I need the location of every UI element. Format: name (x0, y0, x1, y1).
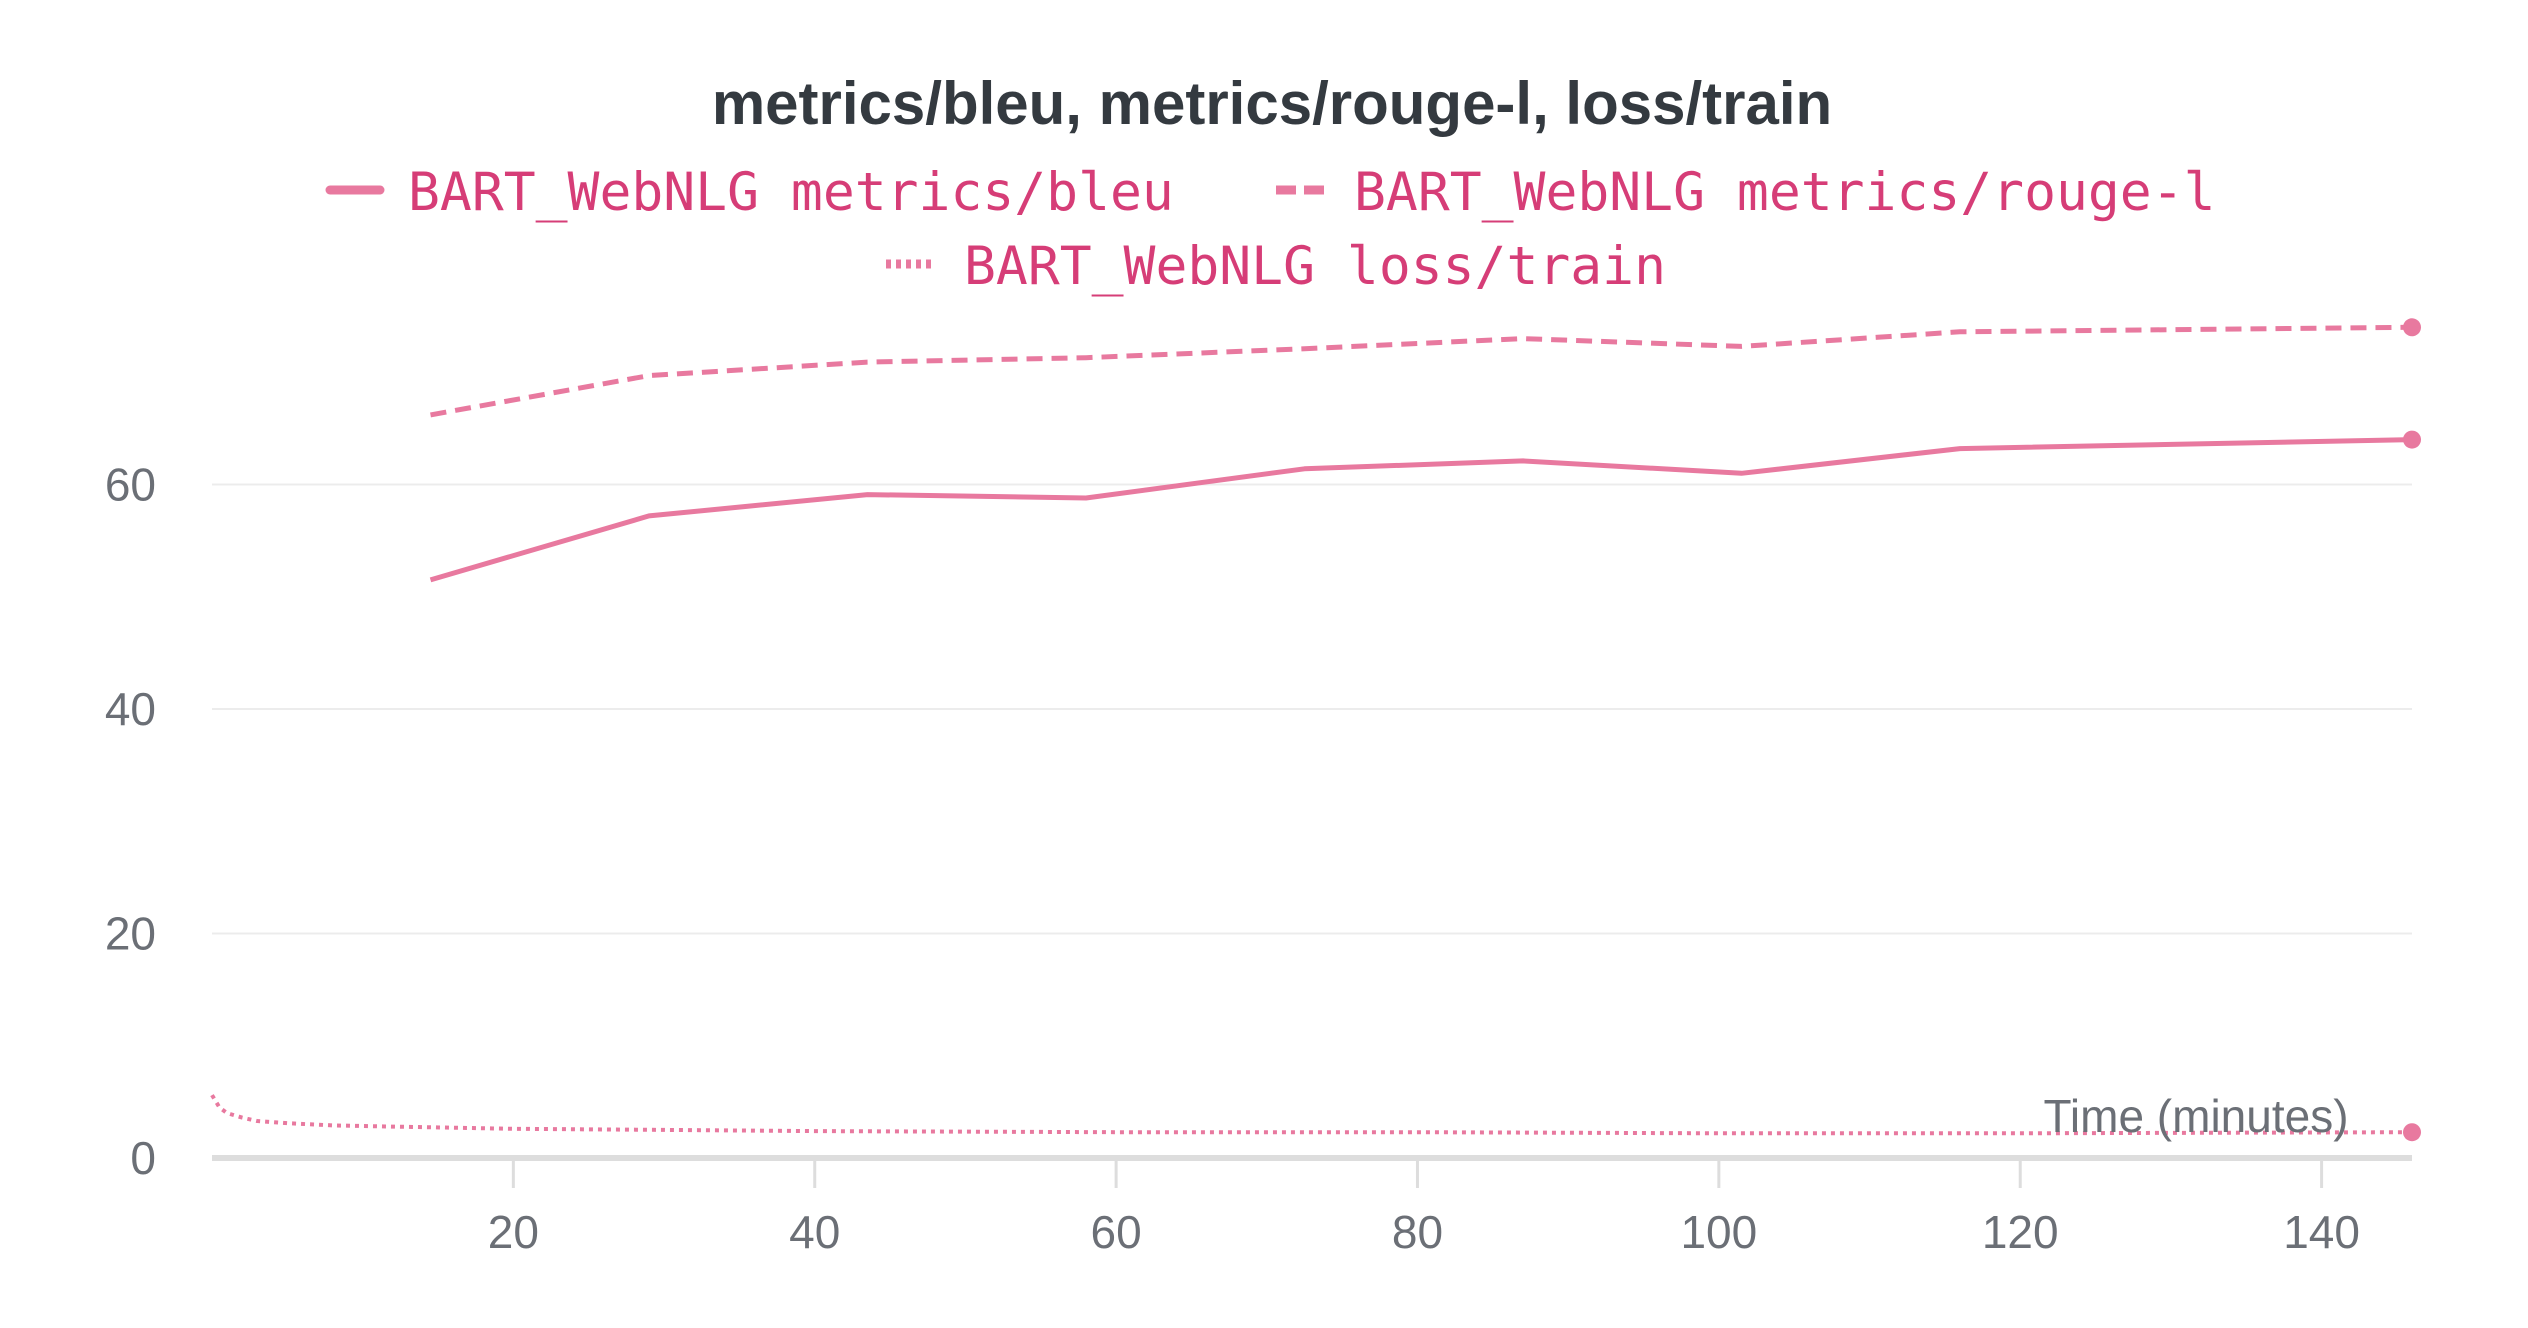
series-line-1[interactable] (430, 324, 2413, 418)
series-2-point-4 (254, 1118, 260, 1124)
series-2-point-14 (1716, 1130, 1722, 1136)
series-0-point-5 (1520, 458, 1526, 464)
series-2-point-1 (217, 1105, 223, 1111)
series-0-point-3 (1083, 495, 1089, 501)
series-2-point-9 (510, 1126, 516, 1132)
series-1-point-0 (428, 412, 434, 418)
series-2-point-13 (1415, 1129, 1421, 1135)
y-tick-label-2: 40 (105, 683, 156, 735)
x-tick-label-1: 40 (789, 1206, 840, 1258)
legend-label-rouge: BART_WebNLG metrics/rouge-l (1354, 162, 2216, 223)
series-0-point-6 (1739, 470, 1745, 476)
legend-label-loss: BART_WebNLG loss/train (964, 236, 1666, 297)
grid (212, 483, 2412, 935)
series-2-point-15 (2017, 1130, 2023, 1136)
chart-title: metrics/bleu, metrics/rouge-l, loss/trai… (712, 70, 1832, 137)
legend: BART_WebNLG metrics/bleu BART_WebNLG met… (325, 162, 2216, 297)
series-2-point-6 (330, 1122, 336, 1128)
x-tick-label-4: 100 (1680, 1206, 1757, 1258)
series-2-point-2 (224, 1110, 230, 1116)
series-1-point-1 (646, 373, 652, 379)
series-1-point-3 (1083, 355, 1089, 361)
y-tick-label-1: 20 (105, 908, 156, 960)
y-axis-ticks: 0 20 40 60 (105, 459, 156, 1185)
series-1-point-6 (1739, 343, 1745, 349)
series-2 (209, 1092, 2421, 1142)
series-2-point-12 (1113, 1129, 1119, 1135)
x-tick-label-6: 140 (2283, 1206, 2360, 1258)
series-2-point-3 (239, 1115, 245, 1121)
series-2-point-8 (450, 1125, 456, 1131)
x-tick-label-0: 20 (488, 1206, 539, 1258)
series (209, 318, 2421, 1142)
series-2-point-10 (661, 1127, 667, 1133)
series-1-point-2 (865, 359, 871, 365)
series-2-point-5 (284, 1120, 290, 1126)
series-line-2[interactable] (210, 1094, 2413, 1136)
legend-item-bleu[interactable]: BART_WebNLG metrics/bleu (325, 162, 1174, 223)
legend-item-loss[interactable]: BART_WebNLG loss/train (886, 236, 1666, 297)
series-1-point-8 (2403, 318, 2421, 337)
series-0-point-0 (428, 577, 434, 583)
series-0-point-2 (865, 492, 871, 498)
x-tick-label-2: 60 (1091, 1206, 1142, 1258)
series-2-point-16 (2403, 1123, 2421, 1142)
series-2-point-11 (812, 1128, 818, 1134)
x-tick-label-5: 120 (1982, 1206, 2059, 1258)
series-1-point-5 (1520, 336, 1526, 342)
y-tick-label-0: 0 (130, 1132, 156, 1184)
series-1-point-7 (1957, 329, 1963, 335)
legend-item-rouge[interactable]: BART_WebNLG metrics/rouge-l (1276, 162, 2216, 223)
legend-label-bleu: BART_WebNLG metrics/bleu (408, 162, 1174, 223)
series-0-point-8 (2403, 430, 2421, 449)
series-1-point-4 (1302, 346, 1308, 352)
y-tick-label-3: 60 (105, 459, 156, 511)
series-2-point-0 (209, 1092, 215, 1098)
series-0-point-4 (1302, 466, 1308, 472)
x-axis-label: Time (minutes) (2044, 1090, 2349, 1142)
series-0-point-7 (1957, 446, 1963, 452)
series-0-point-1 (646, 513, 652, 519)
series-line-0[interactable] (429, 437, 2413, 583)
series-2-point-7 (390, 1124, 396, 1130)
x-tick-label-3: 80 (1392, 1206, 1443, 1258)
series-1 (428, 318, 2421, 418)
x-axis-ticks: 20 40 60 80 100 120 140 (488, 1158, 2360, 1258)
series-0 (428, 430, 2421, 583)
